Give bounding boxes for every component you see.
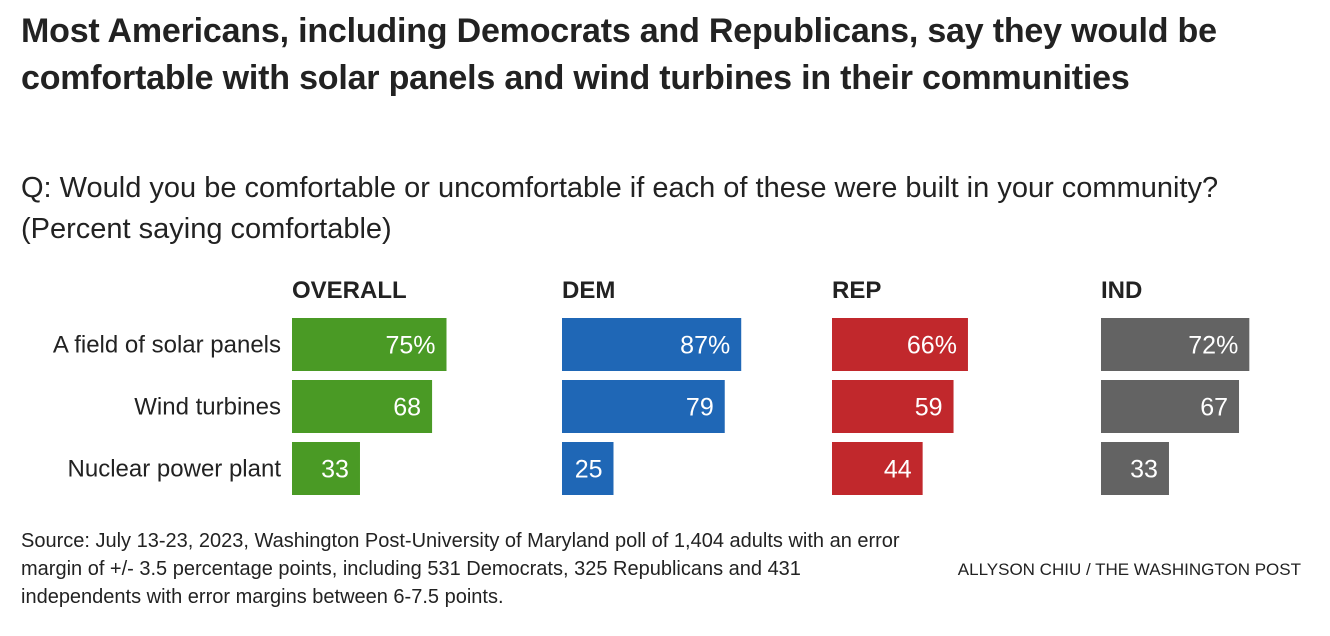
panel-header: REP [832,277,881,304]
bar [292,318,447,371]
panel-header: DEM [562,277,615,304]
bar-value-label: 79 [686,394,714,422]
bar-value-label: 75% [385,332,435,360]
bar [562,380,725,433]
panel-overall: OVERALL 75% 68 33 [292,277,447,495]
bar [832,442,923,495]
bar-value-label: 25 [575,456,603,484]
chart-subtitle: Q: Would you be comfortable or uncomfort… [21,172,1219,245]
bar [832,380,954,433]
bar [1101,318,1250,371]
bar-value-label: 67 [1200,394,1228,422]
row-label: Wind turbines [134,394,281,421]
row-label: Nuclear power plant [68,456,282,483]
bar-value-label: 87% [680,332,730,360]
panel-rep: REP 66% 59 44 [832,277,968,495]
bar-value-label: 33 [321,456,349,484]
bar [1101,442,1169,495]
bar [562,318,742,371]
bar-value-label: 72% [1188,332,1238,360]
panel-header: IND [1101,277,1142,304]
panel-ind: IND 72% 67 33 [1101,277,1250,495]
bar [292,380,433,433]
panel-dem: DEM 87% 79 25 [562,277,742,495]
source-note: Source: July 13-23, 2023, Washington Pos… [21,530,900,608]
chart-title: Most Americans, including Democrats and … [21,12,1217,97]
chart-panels: OVERALL 75% 68 33 DEM 87% 79 25 REP 66% 59 44 IND 72%… [292,277,1250,495]
small-multiples-bar-chart: A field of solar panels Wind turbines Nucl… [53,277,1250,495]
row-label: A field of solar panels [53,332,281,359]
bar [562,442,614,495]
bar [832,318,968,371]
bar-value-label: 66% [907,332,957,360]
bar [1101,380,1240,433]
bar-value-label: 33 [1130,456,1158,484]
panel-header: OVERALL [292,277,407,304]
row-labels: A field of solar panels Wind turbines Nucl… [53,332,281,483]
bar-value-label: 59 [915,394,943,422]
bar [292,442,360,495]
bar-value-label: 68 [393,394,421,422]
credit-line: ALLYSON CHIU / THE WASHINGTON POST [957,560,1301,579]
bar-value-label: 44 [884,456,912,484]
